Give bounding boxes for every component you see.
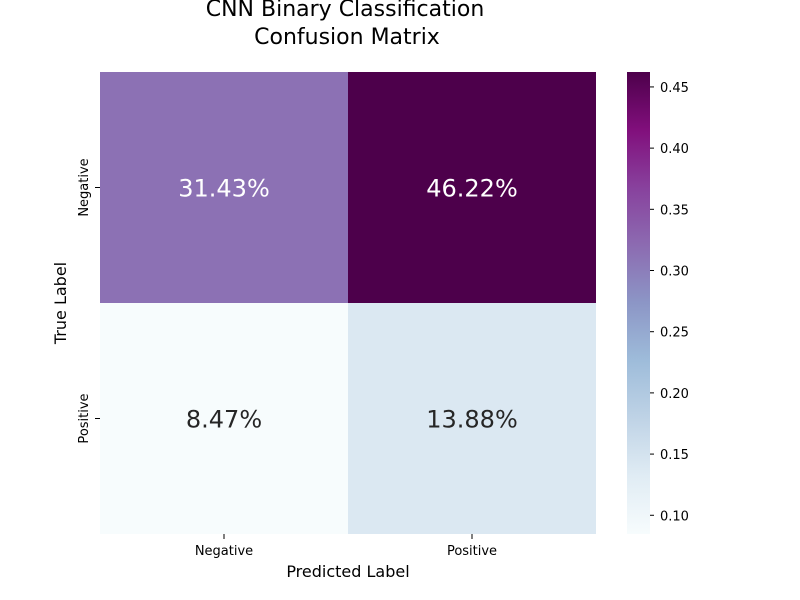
heatmap-cell <box>348 72 596 303</box>
heatmap-cell <box>100 303 348 534</box>
colorbar-tick-label: 0.35 <box>660 203 689 218</box>
chart-title-line-2: Confusion Matrix <box>254 25 440 50</box>
colorbar-tick-label: 0.25 <box>660 326 689 341</box>
heatmap-cell-label: 46.22% <box>426 175 518 203</box>
heatmap-cell-labels: 31.43% 46.22% 8.47% 13.88% <box>178 175 518 434</box>
x-axis-ticks: Negative Positive <box>195 534 497 559</box>
x-axis-label: Predicted Label <box>286 562 409 581</box>
colorbar-tick-label: 0.20 <box>660 387 689 402</box>
x-tick-label: Positive <box>447 544 497 559</box>
heatmap-cell-label: 8.47% <box>186 406 262 434</box>
heatmap-cell <box>100 72 348 303</box>
y-axis-label: True Label <box>51 262 70 345</box>
y-axis-ticks: Negative Positive <box>77 158 100 444</box>
chart-title-line-1: CNN Binary Classification <box>206 0 485 22</box>
x-tick-label: Negative <box>195 544 253 559</box>
colorbar-tick-label: 0.40 <box>660 142 689 157</box>
heatmap-cell-label: 31.43% <box>178 175 270 203</box>
heatmap-cell-label: 13.88% <box>426 406 518 434</box>
heatmap-cells <box>100 72 596 534</box>
y-tick-label: Negative <box>77 158 92 216</box>
colorbar-tick-label: 0.10 <box>660 509 689 524</box>
colorbar-tick-label: 0.15 <box>660 448 689 463</box>
colorbar-tick-label: 0.45 <box>660 81 689 96</box>
heatmap-cell <box>348 303 596 534</box>
colorbar-tick-label: 0.30 <box>660 265 689 280</box>
y-tick-label: Positive <box>77 393 92 443</box>
colorbar-ticks: 0.10 0.15 0.20 0.25 0.30 0.35 0.40 0.45 <box>650 81 689 524</box>
colorbar <box>627 72 650 534</box>
